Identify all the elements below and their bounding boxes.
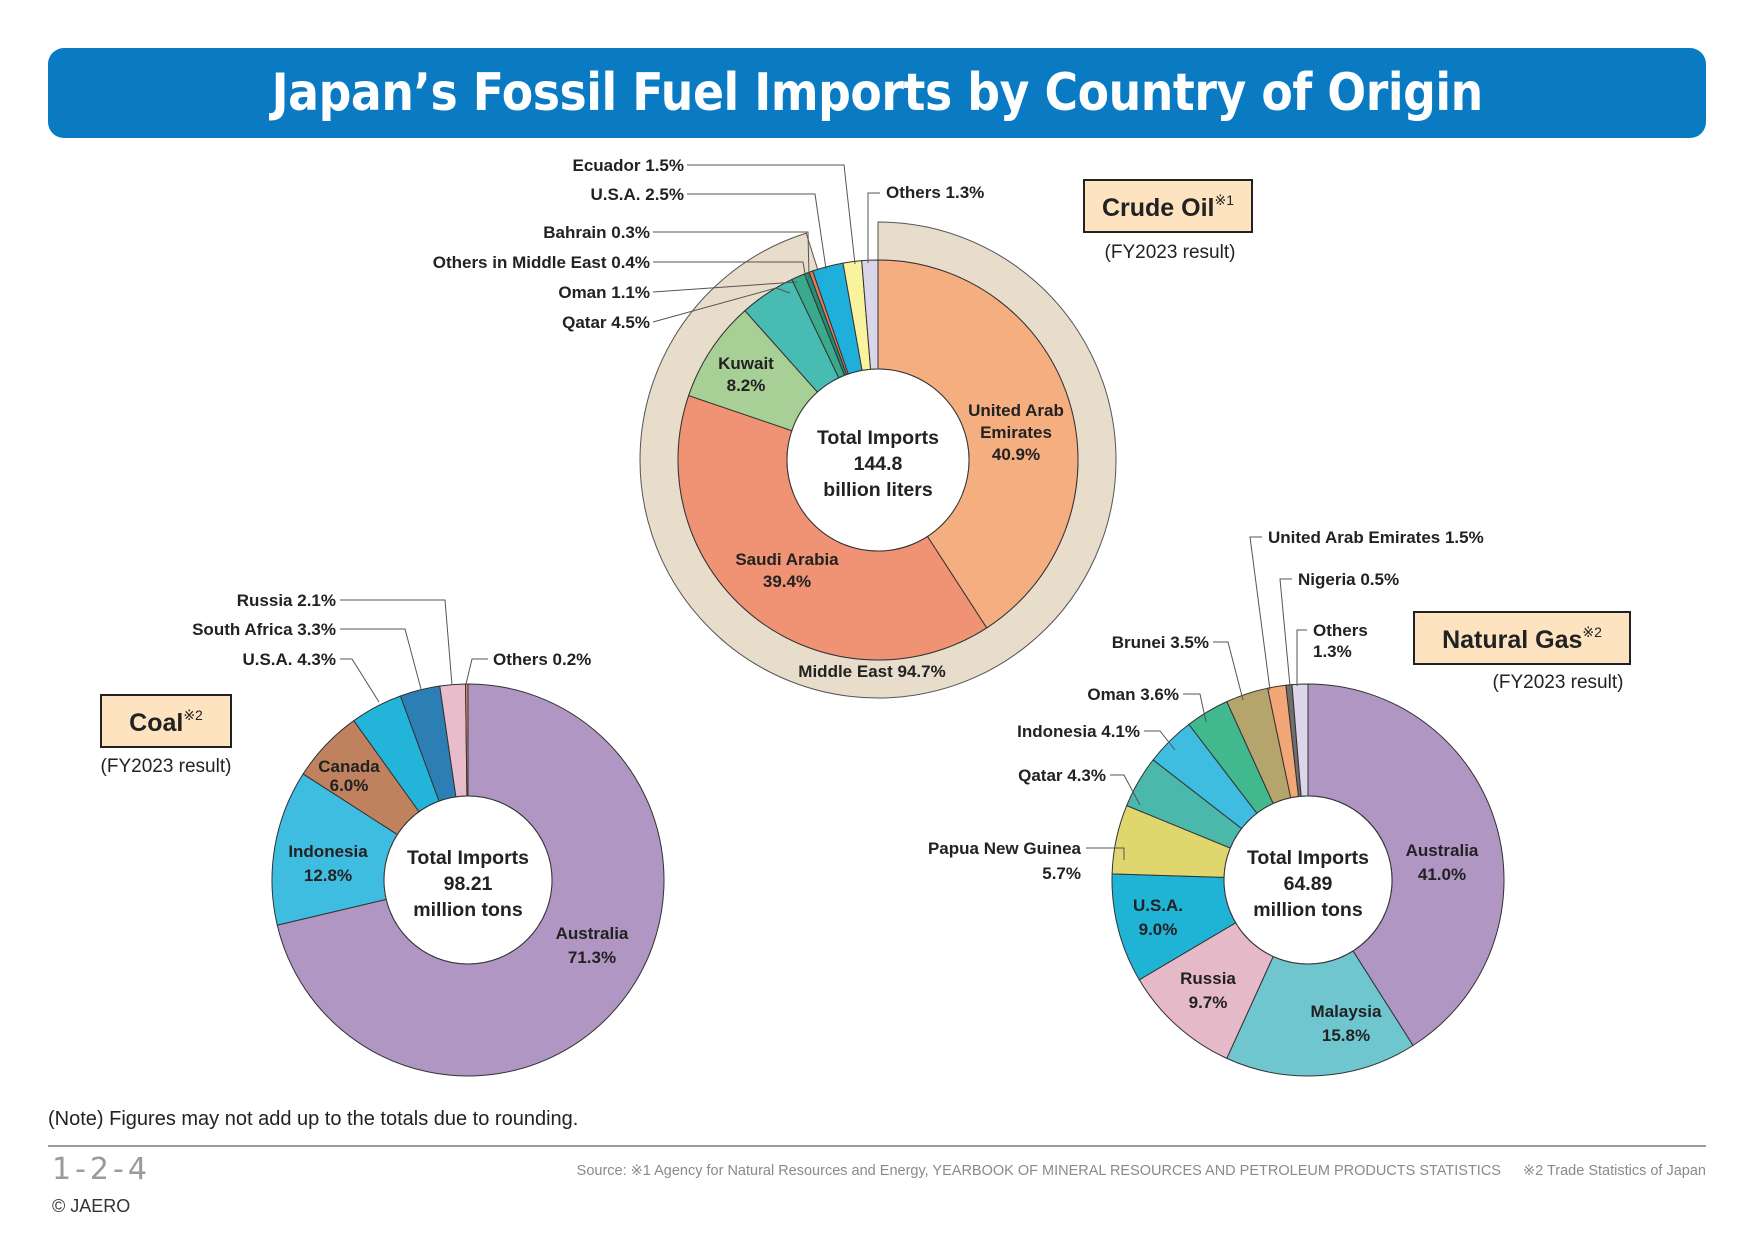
crude-label-bahrain: Bahrain 0.3% — [543, 223, 650, 242]
crude-label-others: Others 1.3% — [886, 183, 984, 202]
crude-leader-u-s-a — [687, 193, 827, 270]
middle-east-label: Middle East 94.7% — [798, 662, 945, 681]
gas-leader-oman — [1183, 693, 1207, 723]
coal-title: Coal※2 — [129, 707, 203, 737]
coal-leader-russia — [340, 599, 453, 686]
crude-label-qatar: Qatar 4.5% — [562, 313, 650, 332]
coal-title-box — [100, 694, 232, 748]
copyright: © JAERO — [52, 1196, 131, 1216]
coal-center-hole — [383, 795, 553, 965]
crude-leader-others-in-middle-east — [653, 261, 807, 280]
crude-title-box — [1083, 179, 1253, 233]
crude-chart: Middle East 94.7% Total Imports 144.8 billi… — [433, 156, 1253, 699]
gas-leader-indonesia — [1144, 730, 1176, 751]
gas-leader-qatar — [1110, 774, 1141, 806]
source-2: ※2 Trade Statistics of Japan — [1522, 1163, 1706, 1179]
gas-label-oman: Oman 3.6% — [1087, 685, 1179, 704]
coal-chart: Total Imports 98.21 million tons Australia 7… — [100, 591, 665, 1077]
crude-label-united-arab-emirates: United Arab Emirates 40.9% — [968, 401, 1064, 464]
gas-leader-nigeria — [1279, 578, 1292, 687]
crude-title: Crude Oil※1 — [1102, 192, 1234, 222]
gas-label-others: Others 1.3% — [1313, 621, 1368, 661]
source-line: Source: ※1 Agency for Natural Resources … — [577, 1163, 1706, 1179]
gas-subtitle: (FY2023 result) — [1493, 672, 1624, 693]
gas-leader-others — [1296, 629, 1307, 686]
gas-label-brunei: Brunei 3.5% — [1112, 633, 1209, 652]
crude-label-ecuador: Ecuador 1.5% — [573, 156, 685, 175]
title-bar: Japan’s Fossil Fuel Imports by Country o… — [48, 48, 1706, 138]
coal-leader-others — [465, 658, 488, 685]
gas-label-malaysia: Malaysia 15.8% — [1311, 1002, 1382, 1045]
coal-label-indonesia: Indonesia 12.8% — [288, 842, 368, 885]
crude-label-oman: Oman 1.1% — [558, 283, 650, 302]
source-1: Source: ※1 Agency for Natural Resources … — [576, 1163, 1501, 1179]
page-code: 1-2-4 — [52, 1152, 151, 1187]
crude-label-others-in-middle-east: Others in Middle East 0.4% — [433, 253, 650, 272]
gas-center-label: Total Imports 64.89 million tons — [1247, 847, 1369, 921]
gas-label-australia: Australia 41.0% — [1406, 841, 1479, 884]
footnote: (Note) Figures may not add up to the tot… — [48, 1108, 579, 1130]
gas-leader-brunei — [1213, 641, 1244, 701]
gas-label-qatar: Qatar 4.3% — [1018, 766, 1106, 785]
crude-center-label: Total Imports 144.8 billion liters — [817, 427, 939, 501]
gas-leader-united-arab-emirates — [1249, 536, 1271, 691]
coal-center-label: Total Imports 98.21 million tons — [407, 847, 529, 921]
gas-label-russia: Russia 9.7% — [1180, 969, 1236, 1012]
gas-chart: Total Imports 64.89 million tons Australia 4… — [928, 528, 1631, 1077]
gas-leader-papua-new-guinea — [1086, 847, 1125, 860]
gas-label-united-arab-emirates: United Arab Emirates 1.5% — [1268, 528, 1484, 547]
coal-label-south-africa: South Africa 3.3% — [192, 620, 336, 639]
gas-title-box — [1413, 611, 1631, 665]
coal-leader-south-africa — [340, 628, 422, 690]
gas-label-papua-new-guinea: Papua New Guinea 5.7% — [928, 839, 1082, 883]
crude-center-hole — [786, 368, 970, 552]
crude-label-u-s-a: U.S.A. 2.5% — [590, 185, 684, 204]
coal-leader-u-s-a — [340, 658, 380, 703]
coal-label-canada: Canada 6.0% — [318, 757, 380, 795]
crude-leader-ecuador — [687, 164, 856, 265]
footer-divider — [48, 1145, 1706, 1147]
crude-label-saudi-arabia: Saudi Arabia 39.4% — [735, 550, 839, 591]
crude-leader-others — [867, 192, 880, 263]
gas-label-nigeria: Nigeria 0.5% — [1298, 570, 1399, 589]
crude-leader-qatar — [652, 287, 791, 323]
crude-leader-bahrain — [653, 231, 810, 279]
crude-subtitle: (FY2023 result) — [1105, 242, 1236, 263]
coal-subtitle: (FY2023 result) — [101, 756, 232, 777]
gas-label-indonesia: Indonesia 4.1% — [1017, 722, 1140, 741]
coal-label-u-s-a: U.S.A. 4.3% — [242, 650, 336, 669]
gas-label-u-s-a: U.S.A. 9.0% — [1133, 896, 1183, 939]
coal-label-others: Others 0.2% — [493, 650, 591, 669]
coal-label-australia: Australia 71.3% — [556, 924, 629, 967]
crude-leader-oman — [652, 281, 798, 293]
gas-center-hole — [1223, 795, 1393, 965]
crude-label-kuwait: Kuwait 8.2% — [718, 354, 774, 395]
gas-title: Natural Gas※2 — [1442, 624, 1602, 654]
page-title: Japan’s Fossil Fuel Imports by Country o… — [271, 63, 1483, 123]
coal-label-russia: Russia 2.1% — [237, 591, 336, 610]
